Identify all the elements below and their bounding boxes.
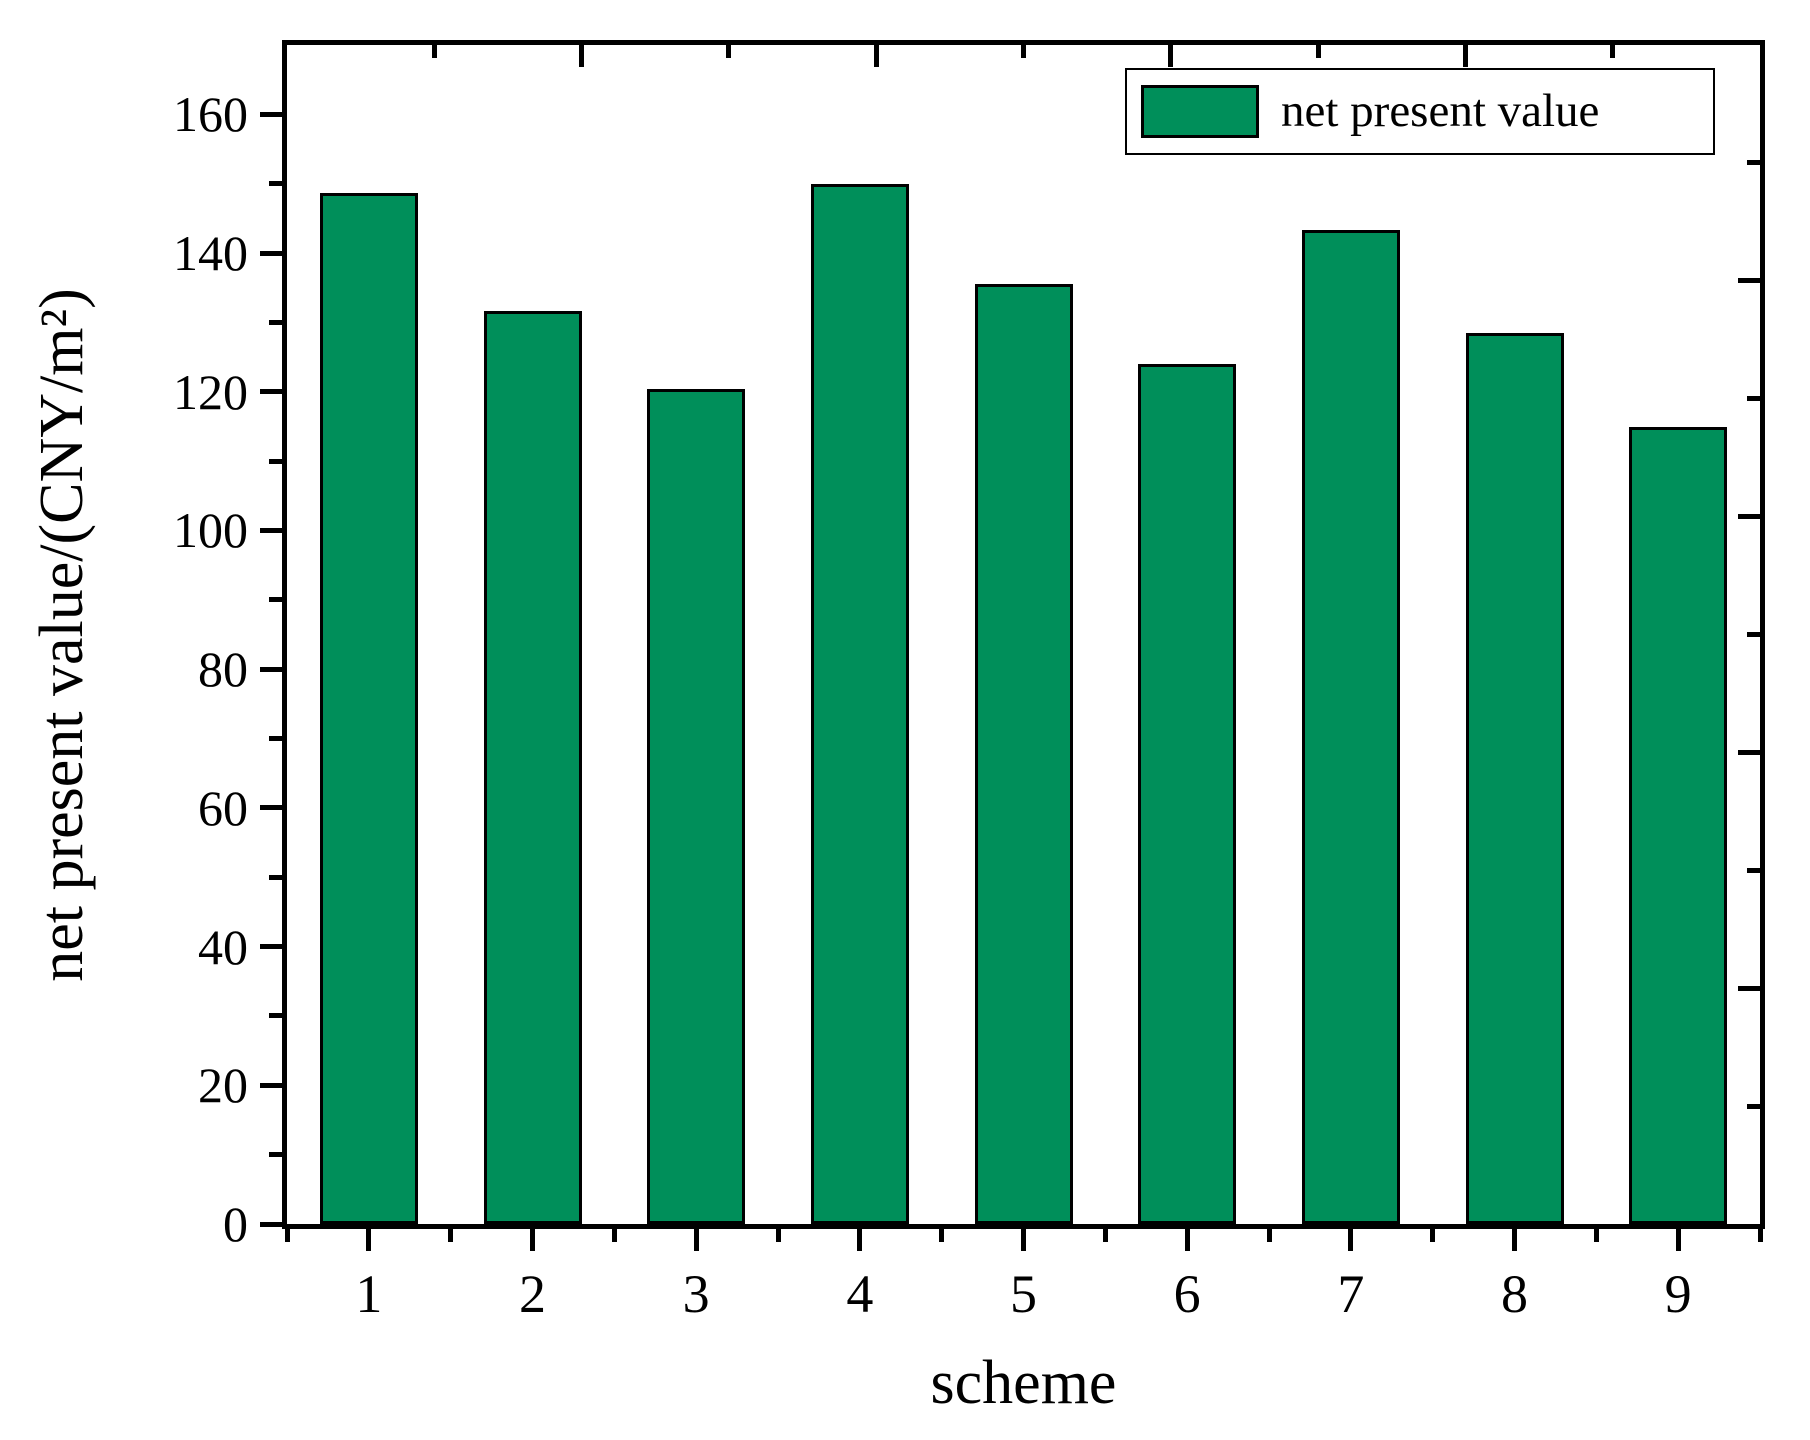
x-major-tick (530, 1229, 535, 1251)
y-tick-label: 160 (173, 86, 248, 143)
bar (1629, 427, 1728, 1224)
x-minor-tick (1266, 1229, 1272, 1242)
x-minor-tick (939, 1229, 945, 1242)
y-minor-tick (269, 736, 282, 742)
right-tick (1747, 1103, 1760, 1109)
y-major-tick (260, 666, 282, 672)
top-tick (579, 45, 585, 67)
legend: net present value (1125, 68, 1715, 155)
y-tick-label: 60 (198, 779, 248, 836)
x-tick-label: 4 (846, 1264, 874, 1324)
right-tick (1738, 278, 1760, 284)
bar (1138, 364, 1237, 1224)
x-major-tick (1675, 1229, 1681, 1251)
x-minor-tick (448, 1229, 454, 1242)
y-minor-tick (269, 181, 282, 187)
x-minor-tick (1102, 1229, 1108, 1242)
x-axis-title: scheme (930, 1349, 1117, 1417)
x-tick-label: 8 (1501, 1264, 1528, 1324)
y-tick-label: 140 (173, 225, 248, 282)
bar (647, 388, 746, 1224)
right-tick (1747, 396, 1760, 402)
top-tick (726, 45, 732, 58)
x-major-tick (1184, 1229, 1190, 1251)
right-tick (1747, 632, 1760, 637)
x-minor-tick (1593, 1229, 1599, 1242)
y-major-tick (260, 389, 282, 395)
y-minor-tick (269, 597, 282, 603)
x-tick-label: 6 (1173, 1264, 1201, 1324)
right-tick (1747, 160, 1760, 166)
y-major-tick (260, 111, 282, 117)
top-tick (431, 45, 437, 58)
y-tick-label: 120 (173, 363, 248, 420)
x-tick-label: 7 (1337, 1264, 1365, 1324)
y-major-tick (260, 250, 282, 256)
right-tick (1738, 985, 1760, 991)
x-minor-tick (1757, 1229, 1763, 1242)
bar (1301, 230, 1400, 1224)
x-major-tick (857, 1229, 863, 1251)
x-major-tick (366, 1229, 372, 1251)
top-tick (1168, 45, 1174, 67)
x-minor-tick (611, 1229, 617, 1242)
x-major-tick (1348, 1229, 1354, 1251)
bar (1465, 332, 1564, 1224)
right-tick (1738, 749, 1760, 755)
top-tick (1610, 45, 1616, 58)
legend-swatch (1141, 85, 1259, 138)
x-tick-label: 2 (519, 1264, 546, 1324)
x-tick-label: 9 (1664, 1264, 1692, 1324)
y-axis-title: net present value/(CNY/m²) (28, 287, 96, 982)
y-major-tick (260, 805, 282, 811)
y-major-tick (260, 1082, 282, 1088)
top-tick (873, 45, 879, 67)
y-tick-label: 40 (198, 918, 248, 975)
top-tick (1021, 45, 1026, 58)
y-minor-tick (269, 319, 282, 325)
legend-label: net present value (1281, 85, 1600, 137)
x-major-tick (693, 1229, 699, 1251)
x-major-tick (1512, 1229, 1517, 1251)
x-tick-label: 1 (355, 1264, 383, 1324)
right-tick (1747, 867, 1760, 873)
x-major-tick (1021, 1229, 1026, 1251)
x-tick-label: 3 (682, 1264, 710, 1324)
bar (974, 283, 1073, 1224)
y-minor-tick (269, 874, 282, 880)
y-tick-label: 80 (198, 641, 248, 698)
bar (483, 311, 582, 1224)
y-minor-tick (269, 1013, 282, 1019)
x-minor-tick (1430, 1229, 1436, 1242)
y-tick-label: 0 (223, 1196, 248, 1252)
top-tick (1315, 45, 1321, 58)
x-minor-tick (775, 1229, 781, 1242)
bar (810, 184, 909, 1224)
right-tick (1738, 514, 1760, 520)
y-minor-tick (269, 1152, 282, 1158)
y-minor-tick (269, 458, 282, 464)
y-major-tick (260, 1221, 282, 1227)
y-tick-label: 100 (173, 502, 248, 559)
bar (319, 193, 418, 1224)
top-tick (1462, 45, 1468, 67)
x-tick-label: 5 (1010, 1264, 1037, 1324)
y-major-tick (260, 527, 282, 533)
x-minor-tick (284, 1229, 290, 1242)
y-major-tick (260, 944, 282, 950)
y-tick-label: 20 (198, 1057, 248, 1114)
